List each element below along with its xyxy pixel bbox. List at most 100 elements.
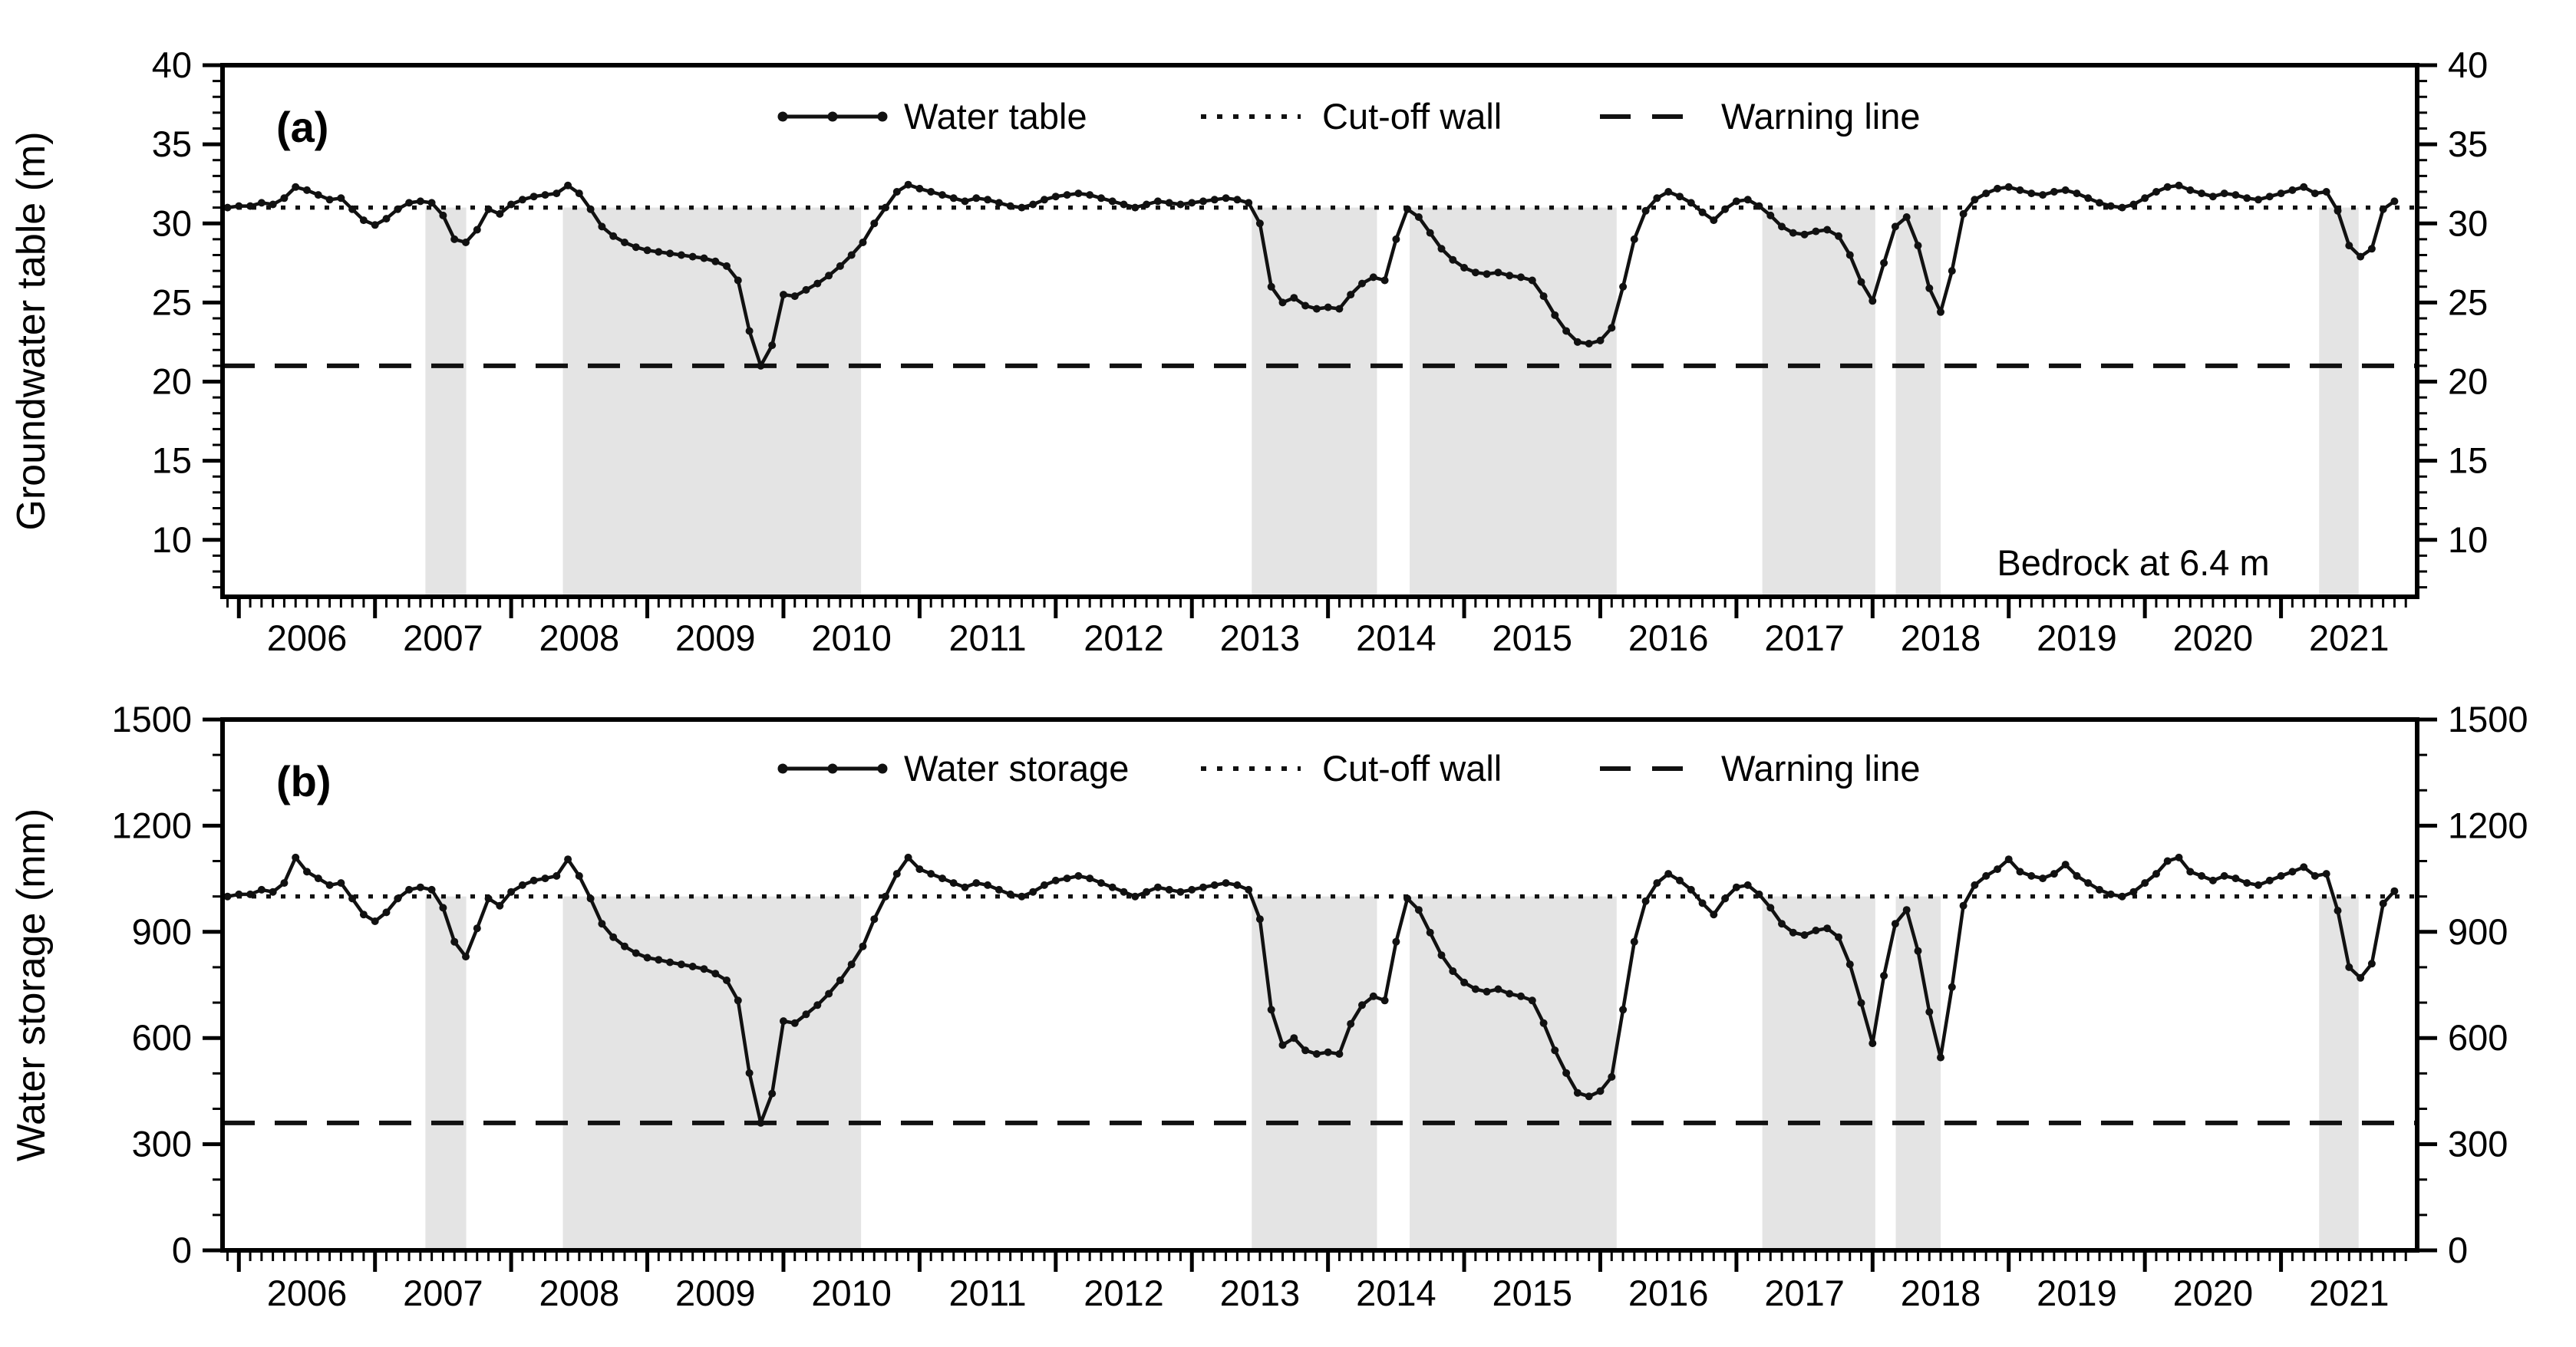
- data-point: [1006, 890, 1014, 898]
- data-point: [2118, 892, 2126, 901]
- data-point: [586, 894, 595, 903]
- data-point: [2208, 193, 2217, 201]
- data-point: [1176, 888, 1185, 896]
- x-tick-label: 2014: [1356, 618, 1436, 658]
- data-point: [1120, 200, 1128, 209]
- data-point: [2220, 871, 2228, 880]
- data-point: [1755, 202, 1763, 210]
- data-point: [2277, 871, 2285, 880]
- data-point: [1165, 199, 1173, 207]
- data-point: [961, 883, 969, 891]
- y-tick-label-left: 0: [172, 1230, 192, 1270]
- data-point: [1210, 881, 1219, 889]
- data-point: [246, 202, 255, 210]
- data-point: [1018, 203, 1026, 212]
- drought-band: [1762, 207, 1875, 597]
- legend: Water storage Cut-off wall Warning line: [777, 748, 1921, 789]
- data-point: [269, 888, 277, 896]
- data-point: [802, 1010, 810, 1019]
- data-point: [1153, 883, 1162, 891]
- legend-label: Cut-off wall: [1322, 96, 1502, 137]
- data-point: [337, 194, 345, 203]
- data-point: [1380, 276, 1389, 285]
- data-point: [1585, 340, 1593, 347]
- data-point: [1324, 1048, 1332, 1056]
- data-point: [813, 1001, 822, 1009]
- data-point: [790, 292, 799, 301]
- data-point: [1653, 194, 1661, 203]
- data-point: [1551, 311, 1559, 319]
- data-point: [1653, 879, 1661, 888]
- data-point: [2073, 871, 2081, 880]
- x-tick-label: 2008: [539, 618, 620, 658]
- data-point: [1971, 196, 1979, 204]
- drought-band: [1252, 896, 1377, 1250]
- data-point: [1449, 967, 1457, 975]
- data-point: [1335, 1050, 1344, 1058]
- panel-b: 2006 2007 2008 2009 2010 2011 2012 2013 2014 2015…: [9, 699, 2528, 1313]
- data-point: [1778, 920, 1786, 928]
- data-point: [1074, 871, 1083, 880]
- x-axis: 2006 2007 2008 2009 2010 2011 2012 2013 2014 2015…: [226, 1250, 2407, 1313]
- data-point: [1403, 205, 1412, 213]
- data-point: [2175, 853, 2183, 861]
- data-point: [1245, 199, 1253, 207]
- data-point: [575, 871, 583, 880]
- x-tick-label: 2021: [2309, 1273, 2390, 1313]
- data-point: [292, 853, 300, 861]
- x-tick-label: 2013: [1220, 1273, 1301, 1313]
- legend-label: Water storage: [904, 748, 1129, 789]
- data-point: [1539, 1019, 1548, 1027]
- data-point: [949, 194, 958, 203]
- data-point: [2345, 242, 2353, 250]
- data-point: [734, 276, 742, 285]
- data-point: [2186, 186, 2195, 194]
- data-point: [1051, 876, 1060, 884]
- data-point: [1403, 894, 1412, 903]
- y-tick-label-right: 1500: [2448, 699, 2528, 739]
- data-point: [2198, 871, 2206, 880]
- data-point: [994, 199, 1003, 207]
- drought-band: [562, 207, 862, 597]
- data-point: [1857, 278, 1865, 286]
- data-point: [1596, 336, 1605, 344]
- data-point: [2231, 874, 2240, 883]
- y-tick-label-left: 35: [152, 124, 192, 164]
- data-point: [1812, 227, 1820, 235]
- data-point: [2152, 870, 2160, 878]
- y-tick-label-right: 1200: [2448, 805, 2528, 845]
- data-point: [1721, 205, 1730, 213]
- data-point: [1426, 229, 1434, 237]
- data-point: [439, 904, 447, 912]
- data-point: [847, 251, 856, 259]
- data-point: [1153, 197, 1162, 206]
- x-tick-label: 2009: [675, 618, 756, 658]
- data-point: [427, 885, 436, 894]
- legend-marker-dot: [777, 763, 788, 774]
- data-point: [2039, 874, 2047, 883]
- data-point: [2390, 887, 2399, 895]
- data-point: [1732, 883, 1740, 891]
- data-point: [1392, 235, 1400, 243]
- data-point: [394, 894, 402, 903]
- data-point: [1029, 888, 1037, 896]
- data-point: [1880, 259, 1888, 267]
- data-point: [1812, 927, 1820, 934]
- data-point: [1324, 303, 1332, 311]
- data-point: [768, 1089, 777, 1098]
- y-axis-title: Water storage (mm): [9, 809, 54, 1161]
- data-point: [303, 868, 311, 876]
- data-point: [1506, 272, 1514, 280]
- data-point: [1596, 1087, 1605, 1095]
- x-tick-label: 2016: [1628, 618, 1709, 658]
- data-point: [745, 327, 754, 335]
- data-point: [1006, 202, 1014, 210]
- data-point: [303, 186, 311, 194]
- data-point: [1312, 305, 1321, 313]
- x-tick-label: 2009: [675, 1273, 756, 1313]
- data-point: [2334, 907, 2342, 915]
- data-point: [915, 865, 924, 874]
- data-point: [1732, 197, 1740, 206]
- data-point: [1914, 947, 1922, 955]
- data-point: [1108, 883, 1116, 891]
